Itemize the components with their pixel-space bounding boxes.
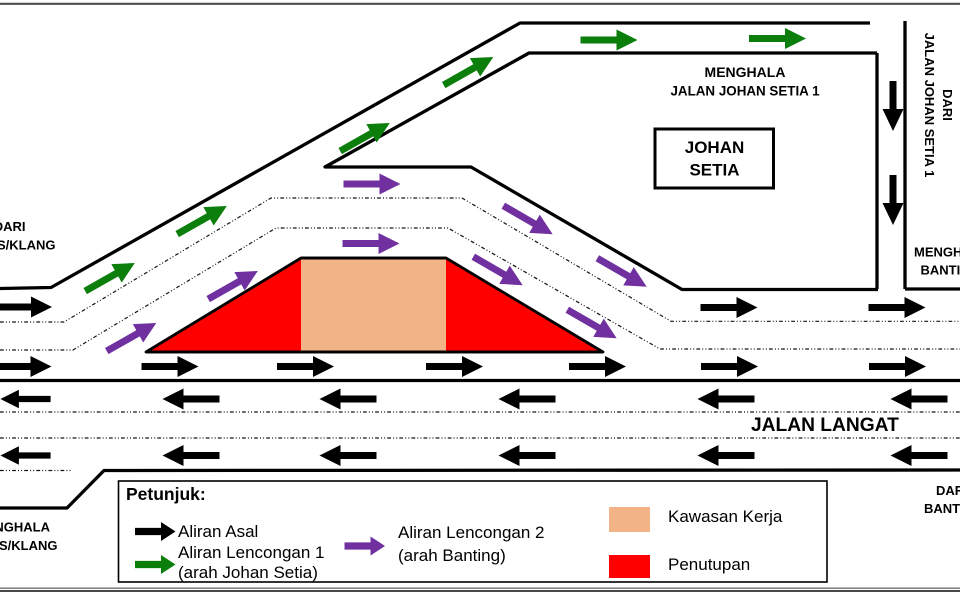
svg-text:DARI: DARI <box>0 219 26 234</box>
svg-text:(arah Banting): (arah Banting) <box>398 546 506 565</box>
svg-text:JALAN JOHAN SETIA 1: JALAN JOHAN SETIA 1 <box>922 33 937 178</box>
svg-text:MENGHALA: MENGHALA <box>705 64 786 80</box>
svg-text:Aliran Asal: Aliran Asal <box>178 522 258 541</box>
svg-text:Petunjuk:: Petunjuk: <box>126 484 206 504</box>
svg-text:SETIA: SETIA <box>689 160 739 179</box>
svg-text:PKNS/KLANG: PKNS/KLANG <box>0 538 58 553</box>
svg-text:Kawasan Kerja: Kawasan Kerja <box>668 507 783 526</box>
svg-text:MENGHALA: MENGHALA <box>914 245 960 260</box>
svg-text:MENGHALA: MENGHALA <box>0 520 51 535</box>
svg-text:JALAN JOHAN SETIA 1: JALAN JOHAN SETIA 1 <box>670 83 820 98</box>
svg-text:BANTING: BANTING <box>921 263 960 278</box>
svg-text:Aliran Lencongan 2: Aliran Lencongan 2 <box>398 523 545 542</box>
svg-text:Aliran Lencongan 1: Aliran Lencongan 1 <box>178 543 325 562</box>
svg-text:JALAN LANGAT: JALAN LANGAT <box>751 415 899 436</box>
svg-text:BANTING: BANTING <box>924 501 960 516</box>
svg-text:Penutupan: Penutupan <box>668 555 750 574</box>
svg-text:DARI: DARI <box>940 89 955 121</box>
svg-text:DARI: DARI <box>936 483 960 498</box>
svg-text:(arah Johan Setia): (arah Johan Setia) <box>178 563 318 582</box>
svg-text:JOHAN: JOHAN <box>685 138 745 157</box>
svg-text:PKNS/KLANG: PKNS/KLANG <box>0 238 56 253</box>
